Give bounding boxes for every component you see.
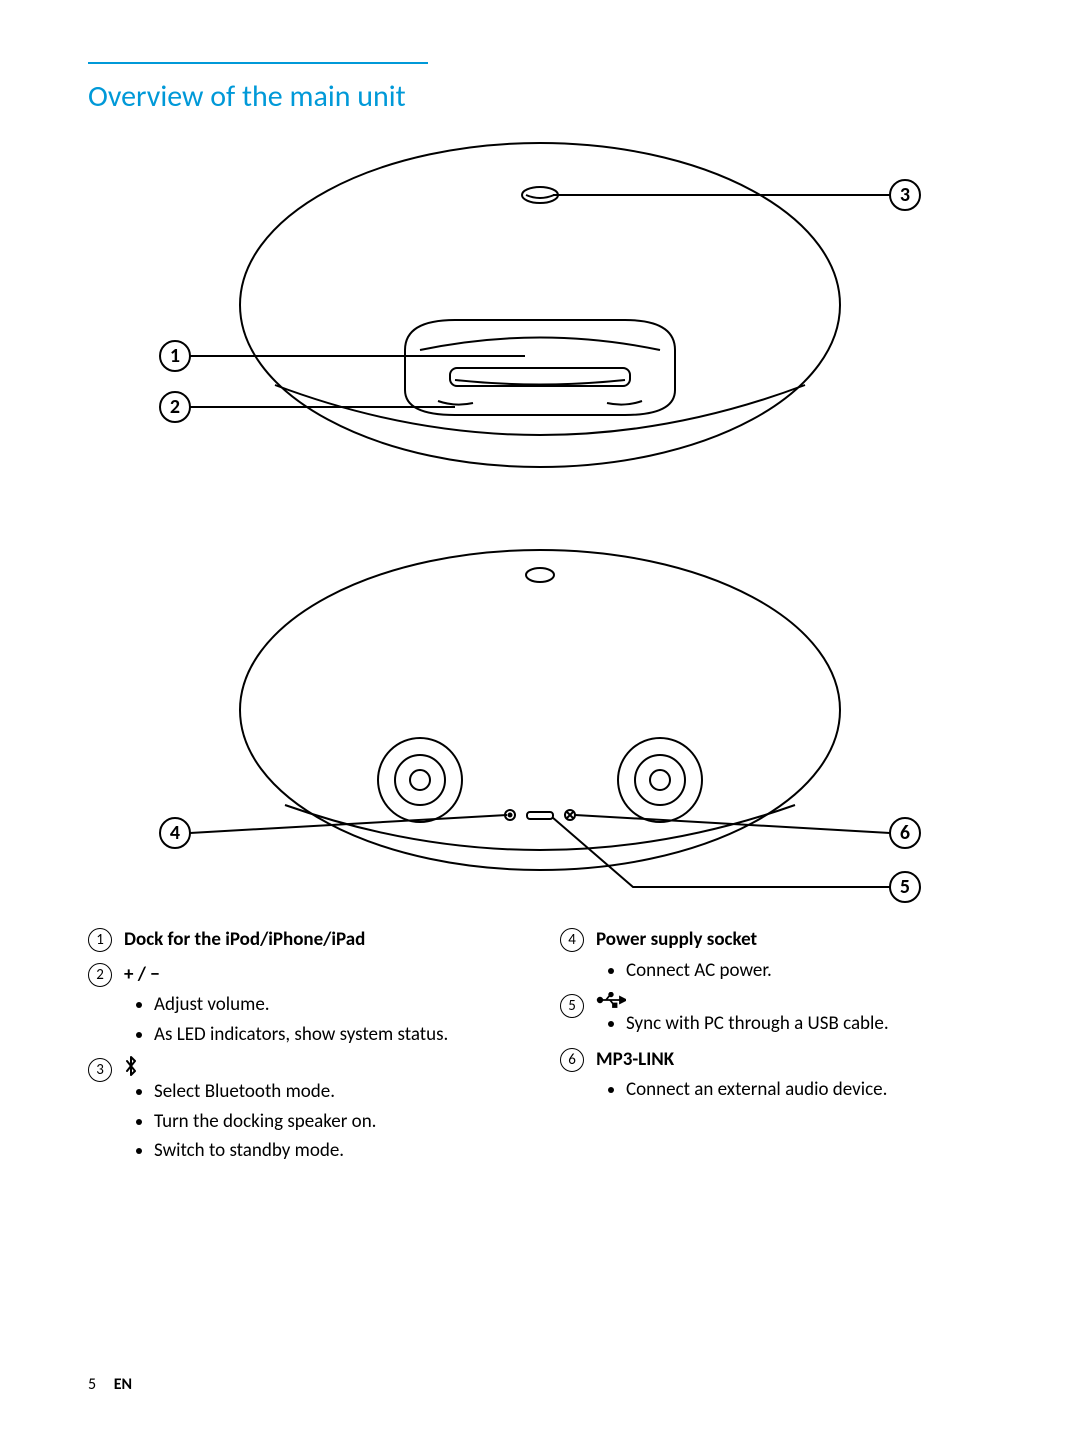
- legend-col-left: 1 Dock for the iPod/iPhone/iPad 2 + / − …: [88, 926, 520, 1173]
- svg-text:1: 1: [170, 344, 180, 368]
- legend-num: 1: [88, 928, 112, 952]
- legend-bullet: Adjust volume.: [154, 991, 520, 1020]
- legend-label: Power supply socket: [596, 928, 757, 951]
- legend-bullet: Connect an external audio device.: [626, 1076, 992, 1105]
- svg-text:4: 4: [170, 821, 180, 845]
- legend-bullet: Switch to standby mode.: [154, 1137, 520, 1166]
- legend-bullet: Turn the docking speaker on.: [154, 1108, 520, 1137]
- usb-icon: [596, 992, 992, 1008]
- page-title: Overview of the main unit: [88, 78, 428, 115]
- page-number: 5: [88, 1375, 96, 1394]
- svg-text:3: 3: [900, 183, 910, 207]
- legend-label: + / −: [124, 963, 160, 986]
- svg-text:2: 2: [170, 395, 180, 419]
- legend-bullet: Sync with PC through a USB cable.: [626, 1010, 992, 1039]
- legend-col-right: 4 Power supply socket Connect AC power. …: [560, 926, 992, 1173]
- legend-bullet: As LED indicators, show system status.: [154, 1021, 520, 1050]
- legend-bullet: Select Bluetooth mode.: [154, 1078, 520, 1107]
- legend-item: 3 Select Bluetooth mode. Turn the dockin…: [88, 1056, 520, 1167]
- legend-num: 6: [560, 1048, 584, 1072]
- legend-num: 4: [560, 928, 584, 952]
- legend-num: 5: [560, 994, 584, 1018]
- legend-item: 4 Power supply socket Connect AC power.: [560, 926, 992, 986]
- legend-item: 5: [560, 992, 992, 1040]
- overview-diagram: 1 2 3: [88, 125, 992, 915]
- legend-label: MP3-LINK: [596, 1048, 674, 1071]
- svg-text:5: 5: [900, 875, 910, 899]
- legend-bullet: Connect AC power.: [626, 957, 992, 986]
- legend-item: 6 MP3-LINK Connect an external audio dev…: [560, 1046, 992, 1106]
- legend-item: 1 Dock for the iPod/iPhone/iPad: [88, 926, 520, 955]
- legend-num: 3: [88, 1058, 112, 1082]
- svg-text:6: 6: [900, 821, 910, 845]
- page-footer: 5 EN: [88, 1375, 132, 1394]
- bluetooth-icon: [124, 1056, 520, 1076]
- title-rule: [88, 62, 428, 64]
- legend-item: 2 + / − Adjust volume. As LED indicators…: [88, 961, 520, 1051]
- page-lang: EN: [114, 1375, 132, 1394]
- legend-label: Dock for the iPod/iPhone/iPad: [124, 928, 365, 951]
- legend: 1 Dock for the iPod/iPhone/iPad 2 + / − …: [88, 926, 992, 1173]
- legend-num: 2: [88, 963, 112, 987]
